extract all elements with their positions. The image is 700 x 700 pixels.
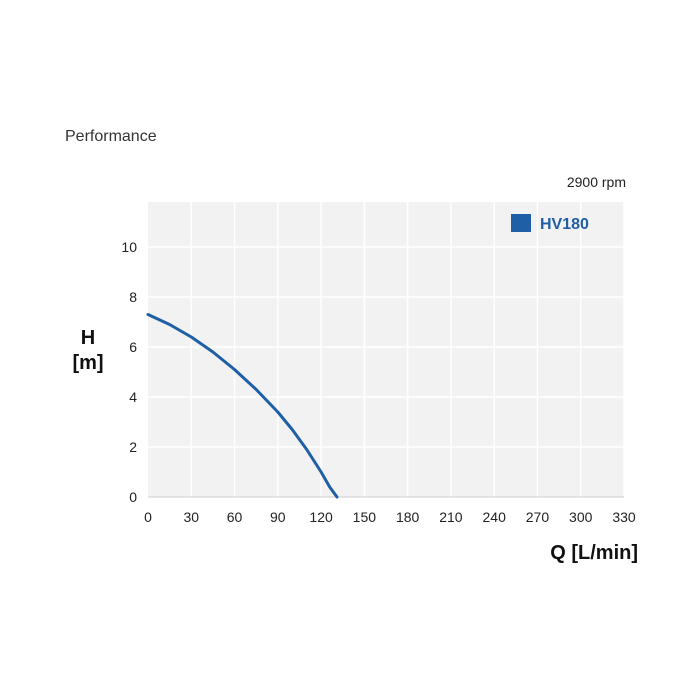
series-line-hv180 bbox=[146, 313, 339, 499]
plot-background bbox=[148, 202, 624, 497]
x-tick-label: 90 bbox=[270, 509, 286, 525]
y-tick-label: 6 bbox=[129, 339, 137, 355]
chart-title: Performance bbox=[65, 128, 157, 145]
x-tick-label: 120 bbox=[309, 509, 333, 525]
x-tick-label: 150 bbox=[353, 509, 377, 525]
x-tick-label: 30 bbox=[183, 509, 199, 525]
x-tick-label: 180 bbox=[396, 509, 420, 525]
series-layer bbox=[146, 313, 339, 499]
x-axis-label: Q [L/min] bbox=[550, 542, 638, 564]
x-tick-label: 210 bbox=[439, 509, 463, 525]
x-tick-label: 330 bbox=[612, 509, 636, 525]
x-tick-label: 0 bbox=[144, 509, 152, 525]
y-axis-label-symbol: H bbox=[80, 327, 96, 349]
legend-swatch bbox=[511, 214, 531, 232]
y-tick-label: 10 bbox=[121, 239, 137, 255]
legend-label: HV180 bbox=[540, 216, 589, 233]
y-axis-label: H [m] bbox=[66, 326, 110, 376]
legend: HV180 bbox=[511, 214, 589, 233]
x-tick-label: 270 bbox=[526, 509, 550, 525]
y-tick-label: 4 bbox=[129, 389, 137, 405]
x-tick-label: 300 bbox=[569, 509, 593, 525]
y-tick-label: 0 bbox=[129, 489, 137, 505]
x-tick-label: 60 bbox=[227, 509, 243, 525]
y-tick-label: 2 bbox=[129, 439, 137, 455]
grid bbox=[148, 202, 625, 498]
rpm-label: 2900 rpm bbox=[566, 174, 626, 190]
y-axis-label-unit: [m] bbox=[72, 352, 104, 374]
x-tick-label: 240 bbox=[483, 509, 507, 525]
y-tick-labels: 0 2 4 6 8 10 bbox=[121, 239, 137, 505]
y-tick-label: 8 bbox=[129, 289, 137, 305]
x-tick-labels: 0 30 60 90 120 150 180 210 240 270 300 330 bbox=[144, 509, 636, 525]
